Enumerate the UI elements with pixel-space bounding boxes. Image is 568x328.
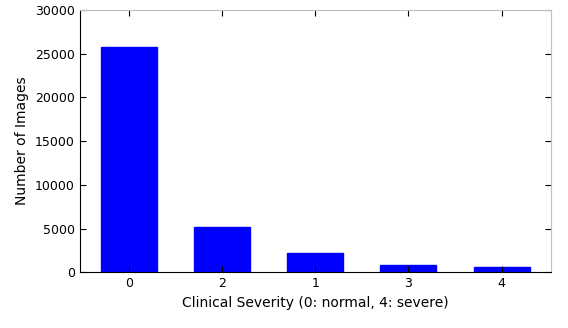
Bar (474, 267, 529, 272)
Bar (194, 227, 250, 272)
X-axis label: Clinical Severity (0: normal, 4: severe): Clinical Severity (0: normal, 4: severe) (182, 296, 449, 310)
Bar (101, 48, 157, 272)
Y-axis label: Number of Images: Number of Images (15, 77, 29, 205)
Bar (287, 253, 343, 272)
Bar (381, 265, 436, 272)
